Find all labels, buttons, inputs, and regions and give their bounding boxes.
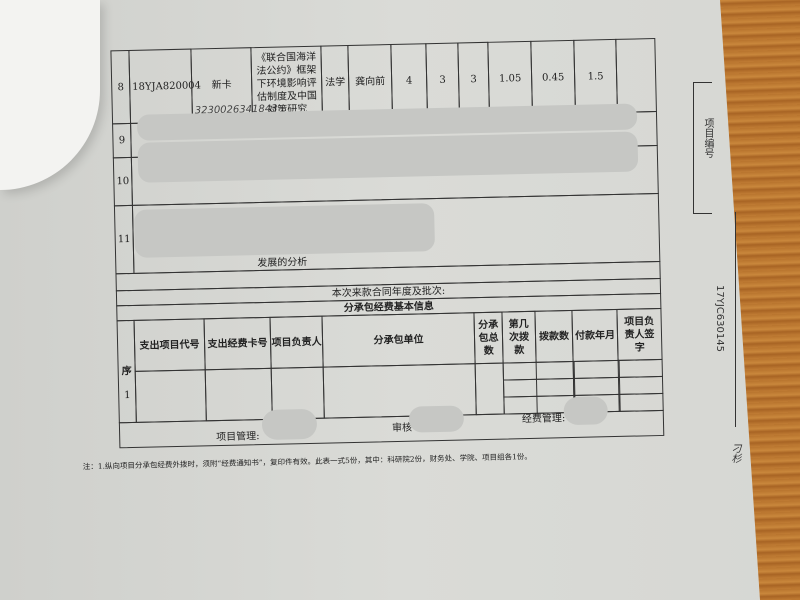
row8-v4: 1.05 <box>487 40 533 116</box>
row8-v6: 1.5 <box>573 38 618 114</box>
redaction <box>134 203 436 258</box>
row8-code: 18YJA820004 <box>128 48 201 124</box>
row10-no: 10 <box>112 156 133 207</box>
sub-cell <box>134 369 207 423</box>
sub-header-amount: 拨款数 <box>534 309 574 363</box>
row8-v1: 4 <box>390 43 429 119</box>
sub-cell <box>474 362 505 416</box>
side-handwritten: 刁杉 <box>729 443 740 463</box>
row8-leader: 龚向前 <box>347 44 394 119</box>
row8-blank <box>615 38 657 113</box>
redaction <box>408 405 465 433</box>
sub-header-sign: 项目负责人签字 <box>616 307 663 361</box>
footnote: 注：1.纵向项目分承包经费外拨时，须附“经费通知书”，复印件有效。此表一式5份，… <box>82 451 532 472</box>
side-line <box>735 212 736 427</box>
row8-discipline: 法学 <box>320 44 351 120</box>
sub-header-nth: 第几次拨款 <box>501 310 537 364</box>
redaction <box>563 396 609 426</box>
row8-v2: 3 <box>425 42 460 118</box>
side-project-no: 17YJC630145 <box>714 285 725 352</box>
sub-header-leader: 项目负责人 <box>269 315 324 369</box>
sub-header-card: 支出经费卡号 <box>203 316 272 371</box>
row11-title-tail: 发展的分析 <box>257 256 308 270</box>
fund-mgmt-label: 经费管理: <box>521 413 566 426</box>
sub-header-code: 支出项目代号 <box>133 318 206 372</box>
row8-card-label: 新卡 <box>211 79 232 91</box>
sub-header-date: 付款年月 <box>571 308 619 362</box>
sub-header-unit: 分承包单位 <box>321 312 476 368</box>
row8-v5: 0.45 <box>530 39 576 115</box>
sub-cell <box>204 367 273 422</box>
row9-no: 9 <box>112 122 132 159</box>
side-label: 项目编号 <box>702 118 713 158</box>
document: 8 18YJA820004 新卡 3230026341843 《联合国海洋法公约… <box>82 38 665 472</box>
sub-row-no: 1 <box>124 390 131 402</box>
project-mgmt-label: 项目管理: <box>216 431 260 444</box>
row8-v3: 3 <box>457 41 490 117</box>
side-label-box <box>693 82 712 214</box>
sub-header-total: 分承包总数 <box>473 311 504 365</box>
redaction <box>261 408 318 441</box>
